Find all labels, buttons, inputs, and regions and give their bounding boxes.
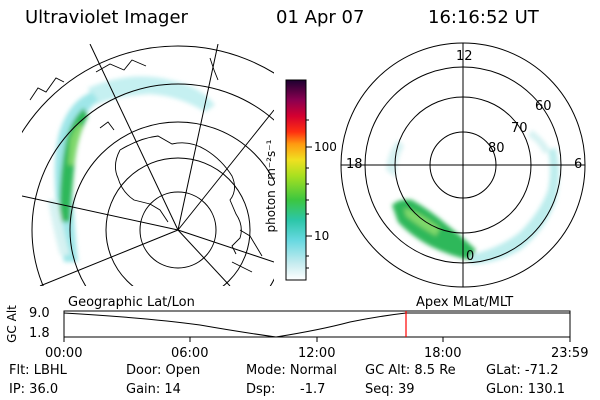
mlt-label-6: 6 bbox=[574, 157, 583, 172]
colorbar-tick-10: 10 bbox=[314, 229, 330, 243]
apex-label: Apex MLat/MLT bbox=[416, 295, 514, 310]
gc-alt-axis-label: GC Alt bbox=[5, 305, 19, 343]
altitude-curve bbox=[63, 312, 570, 338]
glat-info: GLat: -71.2 bbox=[486, 363, 559, 378]
observation-date: 01 Apr 07 bbox=[276, 7, 365, 28]
mode-info: Mode: Normal bbox=[246, 363, 337, 378]
time-tick-1800: 18:00 bbox=[424, 346, 462, 361]
geographic-label: Geographic Lat/Lon bbox=[68, 295, 195, 310]
geographic-map bbox=[22, 44, 274, 286]
alt-tick-high: 9.0 bbox=[29, 306, 50, 321]
colorbar-tick-100: 100 bbox=[314, 140, 337, 154]
gain-info: Gain: 14 bbox=[126, 382, 181, 397]
time-tick-1200: 12:00 bbox=[298, 346, 336, 361]
ip-info: IP: 36.0 bbox=[9, 382, 59, 397]
time-tick-0600: 06:00 bbox=[171, 346, 209, 361]
colorbar-unit-label: photon cm⁻²s⁻¹ bbox=[264, 139, 278, 233]
mlt-label-0: 0 bbox=[466, 249, 475, 264]
observation-time: 16:16:52 UT bbox=[428, 7, 539, 28]
mlt-label-12: 12 bbox=[456, 49, 473, 64]
mlat-label-70: 70 bbox=[511, 121, 528, 136]
geo-aurora-oval bbox=[48, 76, 215, 262]
seq-info: Seq: 39 bbox=[365, 382, 415, 397]
mlt-label-18: 18 bbox=[346, 157, 363, 172]
dsp-value: -1.7 bbox=[300, 382, 326, 397]
altitude-plot bbox=[63, 310, 571, 342]
filter-info: Flt: LBHL bbox=[9, 363, 67, 378]
dsp-label: Dsp: bbox=[246, 382, 276, 397]
instrument-title: Ultraviolet Imager bbox=[25, 7, 188, 28]
colorbar bbox=[285, 79, 312, 281]
mlat-label-80: 80 bbox=[488, 141, 505, 156]
alt-tick-low: 1.8 bbox=[29, 326, 50, 341]
glon-info: GLon: 130.1 bbox=[486, 382, 566, 397]
polar-map bbox=[340, 42, 586, 288]
time-tick-2359: 23:59 bbox=[551, 346, 589, 361]
mlat-label-60: 60 bbox=[535, 99, 552, 114]
time-tick-0000: 00:00 bbox=[45, 346, 83, 361]
gc-alt-info: GC Alt: 8.5 Re bbox=[365, 363, 456, 378]
door-info: Door: Open bbox=[126, 363, 201, 378]
